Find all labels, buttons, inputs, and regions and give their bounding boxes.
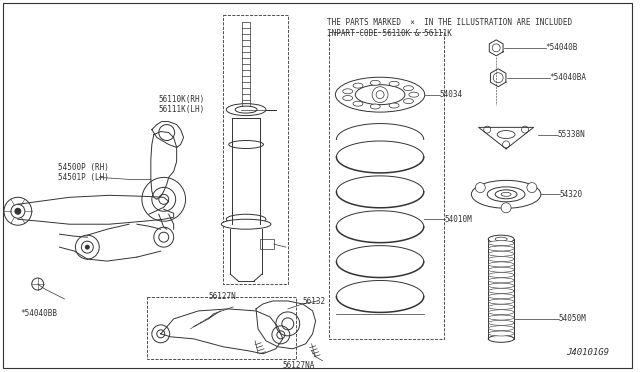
Ellipse shape xyxy=(488,299,514,304)
Circle shape xyxy=(476,183,485,193)
Text: 54010M: 54010M xyxy=(445,215,472,224)
Circle shape xyxy=(527,183,537,193)
Ellipse shape xyxy=(389,81,399,86)
Ellipse shape xyxy=(495,190,517,199)
Ellipse shape xyxy=(488,278,514,283)
Text: J40101G9: J40101G9 xyxy=(566,348,609,357)
Text: 56110K(RH)
56111K(LH): 56110K(RH) 56111K(LH) xyxy=(159,95,205,114)
Text: *54040BB: *54040BB xyxy=(20,309,57,318)
Ellipse shape xyxy=(488,251,514,256)
Ellipse shape xyxy=(488,335,514,342)
Text: 54320: 54320 xyxy=(560,190,583,199)
Ellipse shape xyxy=(488,246,514,251)
Circle shape xyxy=(15,208,21,214)
Text: INPART CODE 56110K & 56111K: INPART CODE 56110K & 56111K xyxy=(328,29,452,38)
Ellipse shape xyxy=(488,331,514,336)
FancyBboxPatch shape xyxy=(3,3,632,368)
Ellipse shape xyxy=(227,214,266,224)
Ellipse shape xyxy=(371,104,380,109)
Ellipse shape xyxy=(353,101,363,106)
Ellipse shape xyxy=(227,104,266,116)
Ellipse shape xyxy=(335,77,425,112)
Ellipse shape xyxy=(488,315,514,320)
Text: 54034: 54034 xyxy=(440,90,463,99)
Ellipse shape xyxy=(371,80,380,85)
Ellipse shape xyxy=(403,99,413,104)
Text: 56127N: 56127N xyxy=(209,292,236,301)
Text: 55338N: 55338N xyxy=(557,130,586,139)
Ellipse shape xyxy=(389,103,399,108)
Ellipse shape xyxy=(488,257,514,262)
Circle shape xyxy=(501,203,511,213)
Ellipse shape xyxy=(355,85,405,105)
Ellipse shape xyxy=(487,187,525,202)
Ellipse shape xyxy=(488,304,514,310)
Text: 54500P (RH)
54501P (LH): 54500P (RH) 54501P (LH) xyxy=(58,163,108,182)
Ellipse shape xyxy=(403,86,413,91)
Text: 56132: 56132 xyxy=(303,297,326,306)
Ellipse shape xyxy=(343,96,353,100)
Ellipse shape xyxy=(488,273,514,278)
Ellipse shape xyxy=(488,235,514,243)
FancyBboxPatch shape xyxy=(260,239,274,249)
Ellipse shape xyxy=(488,320,514,326)
Ellipse shape xyxy=(353,83,363,88)
Ellipse shape xyxy=(221,219,271,229)
Ellipse shape xyxy=(488,289,514,294)
Ellipse shape xyxy=(343,89,353,94)
Ellipse shape xyxy=(228,141,264,148)
Ellipse shape xyxy=(488,294,514,299)
Ellipse shape xyxy=(472,180,541,208)
Ellipse shape xyxy=(488,241,514,246)
Text: 54050M: 54050M xyxy=(559,314,586,323)
Circle shape xyxy=(85,245,90,249)
Ellipse shape xyxy=(235,106,257,113)
Ellipse shape xyxy=(488,326,514,331)
Text: THE PARTS MARKED  ×  IN THE ILLUSTRATION ARE INCLUDED: THE PARTS MARKED × IN THE ILLUSTRATION A… xyxy=(328,18,573,27)
Ellipse shape xyxy=(488,267,514,272)
Ellipse shape xyxy=(488,262,514,267)
Ellipse shape xyxy=(488,310,514,315)
Text: *54040BA: *54040BA xyxy=(550,73,587,82)
Circle shape xyxy=(372,87,388,103)
Ellipse shape xyxy=(409,92,419,97)
Text: 56127NA: 56127NA xyxy=(283,361,316,370)
Text: *54040B: *54040B xyxy=(546,43,578,52)
Ellipse shape xyxy=(488,283,514,288)
